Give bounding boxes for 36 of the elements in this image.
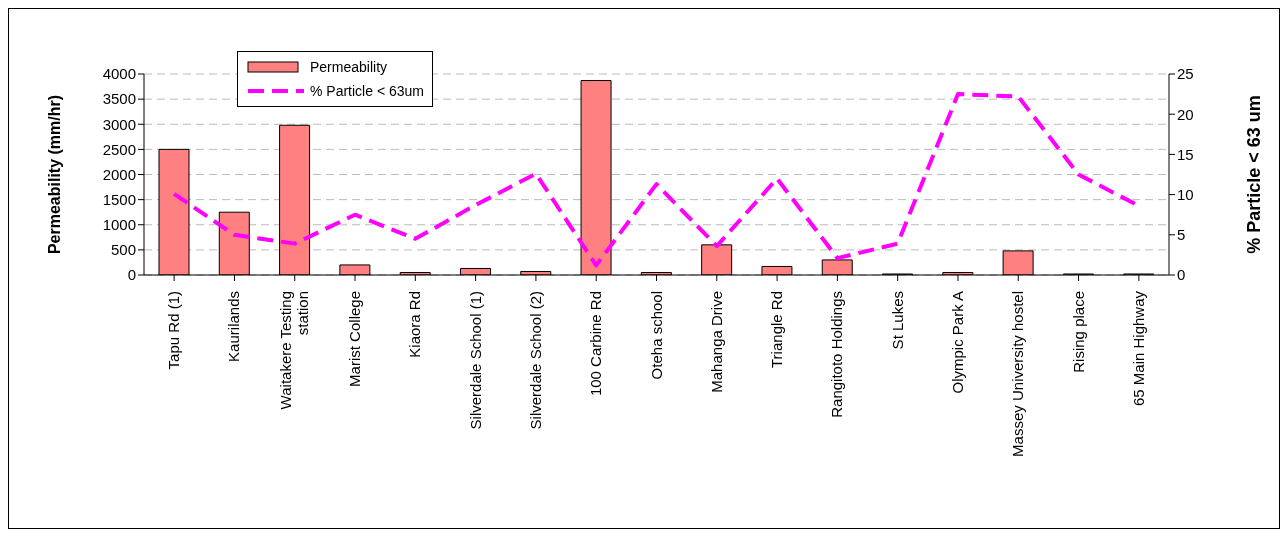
y-tick-label: 3000 — [102, 115, 136, 133]
x-tick-label: Silverdale School (1) — [466, 291, 484, 430]
x-tick-label: Silverdale School (2) — [526, 291, 544, 430]
y-axis-title: Permeability (mm/hr) — [45, 94, 63, 255]
x-tick-label: Olympic Park A — [948, 291, 966, 394]
legend-label: Permeability — [310, 59, 388, 75]
y-tick-label: 1000 — [102, 216, 136, 234]
x-tick-label: 100 Carbine Rd — [587, 291, 605, 397]
y2-axis-title: % Particle < 63 um — [1244, 95, 1265, 254]
legend-label: % Particle < 63um — [310, 83, 424, 99]
x-tick-label: Marist College — [346, 291, 364, 387]
y2-tick-label: 15 — [1177, 145, 1194, 163]
y-tick-label: 2000 — [102, 165, 136, 183]
x-tick-label: Triangle Rd — [768, 291, 786, 368]
x-tick-label: Rising place — [1069, 291, 1087, 373]
y2-tick-label: 5 — [1177, 226, 1186, 244]
x-tick-label: Waitakere Testing station — [277, 291, 312, 410]
y-tick-label: 4000 — [102, 65, 136, 83]
y2-tick-label: 25 — [1177, 65, 1194, 83]
y-tick-label: 0 — [127, 266, 136, 284]
x-tick-label: Mahanga Drive — [707, 291, 725, 393]
x-tick-label: Rangitoto Holdings — [828, 291, 846, 418]
y2-tick-label: 20 — [1177, 105, 1194, 123]
x-tick-label: Massey University hostel — [1009, 291, 1027, 457]
x-tick-label: Tapu Rd (1) — [165, 291, 183, 370]
x-tick-label: 65 Main Highway — [1129, 290, 1147, 407]
y-tick-label: 1500 — [102, 190, 136, 208]
x-tick-label: Kiaora Rd — [406, 291, 424, 358]
y2-tick-label: 0 — [1177, 266, 1186, 284]
x-tick-label: Oteha school — [647, 291, 665, 380]
x-tick-label: St Lukes — [888, 291, 906, 350]
y-tick-label: 3500 — [102, 90, 136, 108]
y2-tick-label: 10 — [1177, 185, 1194, 203]
y-tick-label: 500 — [110, 241, 136, 259]
y-tick-label: 2500 — [102, 140, 136, 158]
x-tick-label: Kaurilands — [225, 291, 243, 362]
